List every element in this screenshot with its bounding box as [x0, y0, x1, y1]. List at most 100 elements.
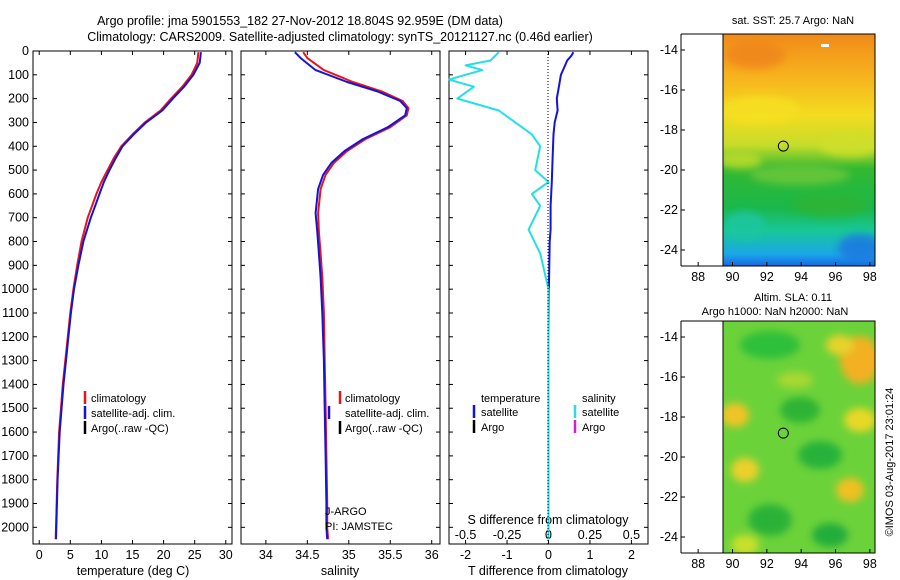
x-tick-label-top: -0.5	[455, 528, 477, 542]
legend-sal-argo: Argo	[582, 422, 605, 434]
map-y-tick-label: -18	[660, 410, 678, 424]
difference-legend: temperature satellite Argo salinity sate…	[472, 393, 619, 434]
legend-salinity: salinity	[582, 393, 616, 405]
map-x-tick-label: 90	[726, 270, 740, 284]
x-tick-label-top: 0.5	[623, 528, 640, 542]
depth-tick-label: 1000	[1, 282, 29, 296]
depth-tick-label: 600	[8, 187, 29, 201]
map-y-tick-label: -22	[660, 490, 678, 504]
map-x-tick-label: 90	[726, 557, 740, 571]
legend-satellite-adj: satellite-adj. clim.	[91, 408, 175, 420]
map-x-tick-label: 96	[829, 557, 843, 571]
series-satellite-adj-clim-	[294, 51, 408, 540]
depth-tick-label: 100	[8, 68, 29, 82]
depth-tick-label: 1400	[1, 377, 29, 391]
legend-sal-satellite: satellite	[582, 407, 619, 419]
map-x-tick-label: 94	[794, 557, 808, 571]
map-y-tick-label: -18	[660, 123, 678, 137]
map-y-tick-label: -24	[660, 243, 678, 257]
map-x-tick-label: 94	[794, 270, 808, 284]
sla-map-title-line1: Altim. SLA: 0.11	[754, 292, 832, 304]
x-tick-label: 0	[545, 548, 552, 562]
header-line2: Climatology: CARS2009. Satellite-adjuste…	[87, 30, 593, 44]
map-y-tick-label: -16	[660, 83, 678, 97]
depth-tick-label: 1700	[1, 449, 29, 463]
legend-temp-satellite: satellite	[481, 407, 518, 419]
depth-tick-label: 1200	[1, 330, 29, 344]
depth-tick-label: 500	[8, 163, 29, 177]
series-satellite-adj-clim-	[55, 52, 202, 540]
x-tick-label: 35	[342, 548, 356, 562]
salinity-ticks: 34 34.5 35 35.5 36	[241, 50, 440, 562]
depth-tick-label: 0	[22, 44, 29, 58]
difference-series	[448, 51, 575, 540]
temperature-legend: climatology satellite-adj. clim. Argo(..…	[83, 391, 175, 435]
series-climatology	[302, 51, 410, 540]
credit-line2: PI: JAMSTEC	[325, 521, 393, 533]
x-tick-label: 36	[425, 548, 439, 562]
x-tick-label: 34.5	[295, 548, 319, 562]
salinity-legend: climatology satellite-adj. clim. Argo(..…	[327, 391, 429, 435]
temperature-series	[54, 52, 202, 540]
x-tick-label: 0	[36, 548, 43, 562]
depth-tick-label: 800	[8, 235, 29, 249]
legend-climatology: climatology	[345, 393, 401, 405]
depth-tick-label: 400	[8, 139, 29, 153]
map-y-tick-label: -20	[660, 450, 678, 464]
legend-climatology: climatology	[91, 393, 147, 405]
legend-temperature: temperature	[481, 393, 540, 405]
depth-tick-label: 300	[8, 115, 29, 129]
map-y-tick-label: -24	[660, 530, 678, 544]
sst-map-ticks: 88 90 92 94 96 98 -14 -16 -18 -20 -22 -24	[660, 33, 877, 284]
x-tick-label: 34	[259, 548, 273, 562]
x-tick-label: 25	[188, 548, 202, 562]
map-x-tick-label: 96	[829, 270, 843, 284]
x-tick-label: 15	[126, 548, 140, 562]
depth-tick-labels: 0 100 200 300 400 500 600 700 800 900 1000 1100 1200…	[1, 44, 29, 534]
x-tick-label: 2	[628, 548, 635, 562]
depth-tick-label: 1500	[1, 401, 29, 415]
series-temperature-satellite	[547, 51, 575, 540]
timestamp-stamp: ©IMOS 03-Aug-2017 23:01:24	[884, 388, 896, 537]
legend-temp-argo: Argo	[481, 422, 504, 434]
map-x-tick-label: 92	[760, 270, 774, 284]
map-y-tick-label: -14	[660, 330, 678, 344]
x-tick-label: 10	[94, 548, 108, 562]
sst-map	[723, 34, 875, 266]
t-difference-xlabel: T difference from climatology	[468, 564, 629, 578]
sst-map-title: sat. SST: 25.7 Argo: NaN	[732, 15, 854, 27]
header-line1: Argo profile: jma 5901553_182 27-Nov-201…	[97, 14, 503, 28]
temperature-axes	[32, 50, 233, 545]
x-tick-label: 35.5	[378, 548, 402, 562]
map-y-tick-label: -16	[660, 370, 678, 384]
legend-argo-raw: Argo(..raw -QC)	[91, 423, 169, 435]
x-tick-label: 20	[157, 548, 171, 562]
x-tick-label: 5	[67, 548, 74, 562]
legend-argo-raw: Argo(..raw -QC)	[345, 423, 423, 435]
depth-tick-label: 1900	[1, 497, 29, 511]
map-x-tick-label: 98	[863, 270, 877, 284]
x-tick-label: -2	[460, 548, 471, 562]
temperature-xlabel: temperature (deg C)	[77, 564, 190, 578]
map-x-tick-label: 88	[691, 557, 705, 571]
series-salinity-satellite	[448, 51, 550, 540]
x-tick-label: 1	[586, 548, 593, 562]
sla-map	[723, 321, 875, 553]
salinity-axes	[240, 50, 441, 545]
series-climatology	[54, 52, 200, 540]
salinity-xlabel: salinity	[321, 564, 360, 578]
depth-tick-label: 1800	[1, 473, 29, 487]
map-y-tick-label: -20	[660, 163, 678, 177]
sla-map-ticks: 88 90 92 94 96 98 -14 -16 -18 -20 -22 -24	[660, 320, 877, 571]
depth-tick-label: 1100	[2, 306, 29, 320]
legend-satellite-adj: satellite-adj. clim.	[345, 408, 429, 420]
depth-tick-label: 1600	[1, 425, 29, 439]
depth-tick-label: 700	[8, 211, 29, 225]
map-x-tick-label: 88	[691, 270, 705, 284]
depth-tick-label: 900	[8, 258, 29, 272]
sla-map-title-line2: Argo h1000: NaN h2000: NaN	[702, 306, 849, 318]
depth-tick-label: 200	[8, 92, 29, 106]
depth-tick-label: 2000	[1, 520, 29, 534]
depth-tick-label: 1300	[1, 354, 29, 368]
